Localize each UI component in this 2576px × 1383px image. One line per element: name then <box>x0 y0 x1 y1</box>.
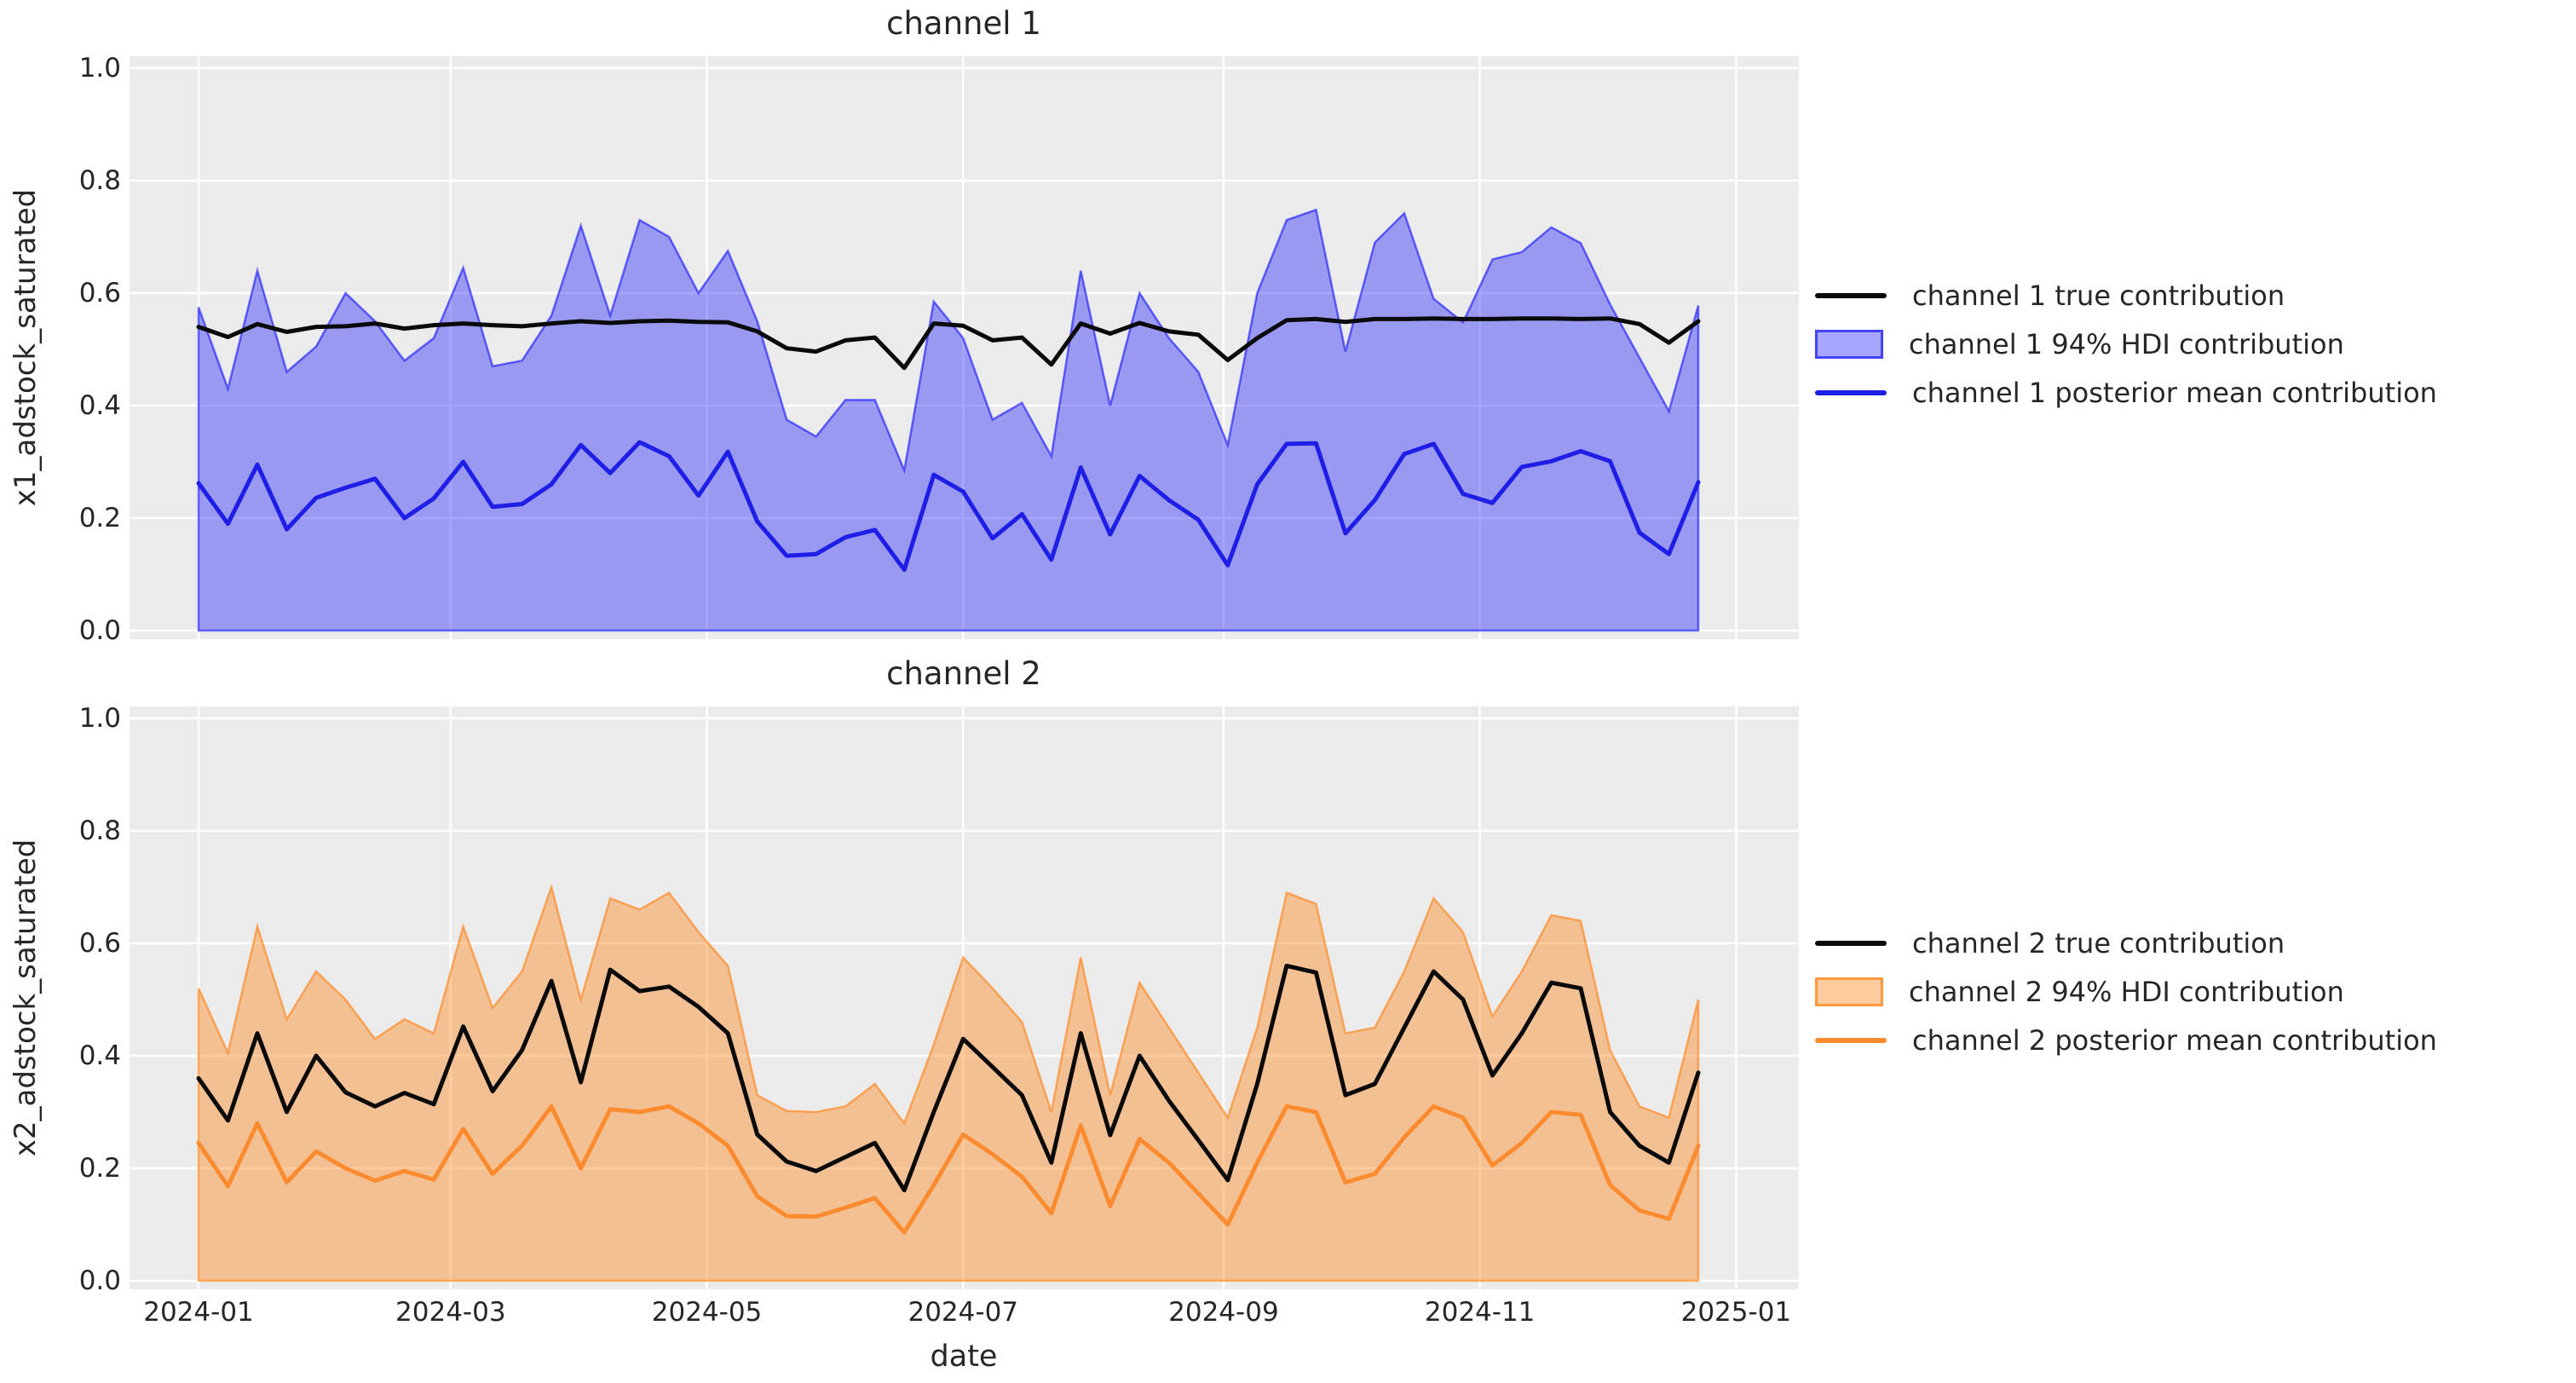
x-tick-label: 2024-03 <box>395 1297 506 1328</box>
legend-item: channel 2 true contribution <box>1815 925 2285 962</box>
true-contribution-line <box>196 316 1701 371</box>
hdi-band <box>197 208 1700 632</box>
y-tick-label: 0.2 <box>78 1153 121 1184</box>
legend-label: channel 1 posterior mean contribution <box>1912 377 2437 409</box>
y-tick-label: 0.0 <box>78 1265 121 1296</box>
posterior-mean-line <box>196 440 1701 573</box>
legend-item: channel 1 94% HDI contribution <box>1815 326 2344 363</box>
x-tick-label: 2024-01 <box>143 1297 254 1328</box>
plot-area-channel-1 <box>130 56 1799 639</box>
hdi-band <box>197 883 1700 1282</box>
legend-label: channel 1 94% HDI contribution <box>1909 328 2344 360</box>
legend-hdi-patch <box>1815 977 1883 1006</box>
x-tick-label: 2024-05 <box>651 1297 763 1328</box>
y-tick-label: 0.8 <box>78 815 121 846</box>
y-tick-label: 1.0 <box>78 703 121 734</box>
legend-line-swatch <box>1815 941 1887 946</box>
y-tick-label: 0.6 <box>78 278 121 308</box>
true-contribution-line <box>196 963 1701 1193</box>
x-tick-label: 2024-09 <box>1168 1297 1279 1328</box>
y-tick-label: 0.6 <box>78 928 121 959</box>
x-axis-label: date <box>930 1340 998 1374</box>
y-tick-label: 0.0 <box>78 615 121 646</box>
y-tick-label: 1.0 <box>78 53 121 84</box>
posterior-mean-line <box>196 1104 1701 1235</box>
chart-title-channel-2: channel 2 <box>886 655 1041 692</box>
legend-label: channel 1 true contribution <box>1912 279 2285 312</box>
legend-label: channel 2 94% HDI contribution <box>1909 976 2344 1008</box>
y-axis-label-channel-1: x1_adstock_saturated <box>9 188 43 507</box>
legend-item: channel 1 true contribution <box>1815 277 2285 314</box>
y-tick-label: 0.4 <box>78 1040 121 1071</box>
x-tick-label: 2025-01 <box>1680 1297 1792 1328</box>
legend-item: channel 2 94% HDI contribution <box>1815 973 2344 1011</box>
legend-item: channel 1 posterior mean contribution <box>1815 374 2437 412</box>
legend-label: channel 2 posterior mean contribution <box>1912 1024 2437 1057</box>
legend-line-swatch <box>1815 390 1887 395</box>
legend-line-swatch <box>1815 1038 1887 1043</box>
y-axis-label-channel-2: x2_adstock_saturated <box>9 838 43 1157</box>
y-tick-label: 0.2 <box>78 503 121 533</box>
plot-area-channel-2 <box>130 706 1799 1289</box>
x-tick-label: 2024-11 <box>1424 1297 1536 1328</box>
legend-item: channel 2 posterior mean contribution <box>1815 1022 2437 1059</box>
chart-title-channel-1: channel 1 <box>886 5 1041 42</box>
legend-label: channel 2 true contribution <box>1912 927 2285 959</box>
legend-line-swatch <box>1815 293 1887 298</box>
x-tick-label: 2024-07 <box>908 1297 1019 1328</box>
y-tick-label: 0.4 <box>78 390 121 421</box>
y-tick-label: 0.8 <box>78 165 121 196</box>
legend-hdi-patch <box>1815 330 1883 359</box>
